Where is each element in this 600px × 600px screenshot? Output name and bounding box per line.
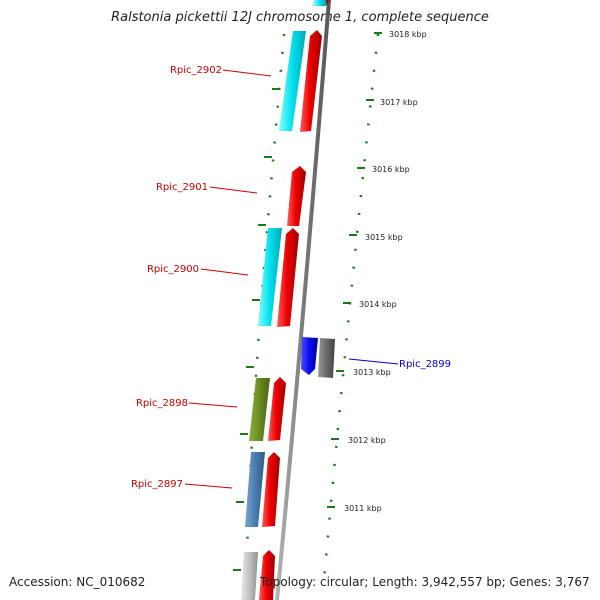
gene-label: Rpic_2897	[131, 479, 183, 490]
tick-label: 3011 kbp	[344, 504, 382, 513]
gene-block-silver	[241, 552, 258, 600]
gene-block-gray	[318, 338, 335, 378]
gene-block-olive	[249, 378, 270, 441]
gene-arrow	[287, 166, 306, 226]
gene-labels: Rpic_2902 Rpic_2901 Rpic_2900 Rpic_2899 …	[131, 65, 451, 490]
gene-label: Rpic_2902	[170, 65, 222, 76]
gene-block-cyan	[279, 31, 306, 131]
gene-block-steel	[245, 452, 265, 527]
tick-label: 3013 kbp	[353, 368, 391, 377]
gene-label: Rpic_2898	[136, 398, 188, 409]
genome-summary: Topology: circular; Length: 3,942,557 bp…	[260, 575, 590, 589]
gene-label: Rpic_2900	[147, 264, 199, 275]
major-ticks-left	[233, 88, 280, 571]
major-ticks-right	[327, 32, 382, 508]
genome-backbone	[275, 0, 331, 600]
forward-strand-genes	[259, 0, 329, 600]
tick-label: 3017 kbp	[380, 98, 418, 107]
gene-arrow	[277, 228, 299, 327]
gene-arrow	[268, 377, 286, 441]
reverse-strand-genes	[301, 337, 335, 378]
gene-label: Rpic_2901	[156, 182, 208, 193]
tick-label: 3015 kbp	[365, 233, 403, 242]
label-connectors	[184, 69, 399, 489]
scale-labels: 3018 kbp 3017 kbp 3016 kbp 3015 kbp 3014…	[344, 30, 427, 513]
map-title: Ralstonia pickettii 12J chromosome 1, co…	[111, 10, 489, 25]
gene-arrow	[262, 452, 280, 527]
gene-block-cyan	[258, 228, 282, 326]
gene-arrow	[300, 30, 322, 132]
gene-block-cyan	[314, 0, 326, 6]
tick-label: 3018 kbp	[389, 30, 427, 39]
tick-label: 3012 kbp	[348, 436, 386, 445]
tick-label: 3014 kbp	[359, 300, 397, 309]
accession-text: Accession: NC_010682	[9, 575, 146, 589]
gene-label: Rpic_2899	[399, 359, 451, 370]
annotated-genes	[241, 0, 326, 600]
gene-arrow-reverse	[301, 337, 318, 375]
gene-arrow	[259, 550, 275, 600]
tick-label: 3016 kbp	[372, 165, 410, 174]
